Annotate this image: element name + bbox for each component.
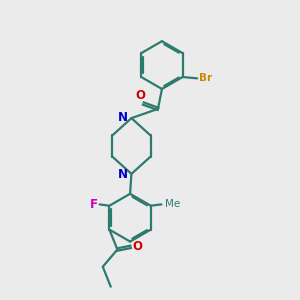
Text: O: O [135, 89, 145, 102]
Text: N: N [117, 111, 128, 124]
Text: Me: Me [165, 200, 180, 209]
Text: O: O [133, 240, 143, 254]
Text: F: F [89, 198, 98, 211]
Text: N: N [117, 168, 128, 181]
Text: Br: Br [199, 73, 212, 83]
